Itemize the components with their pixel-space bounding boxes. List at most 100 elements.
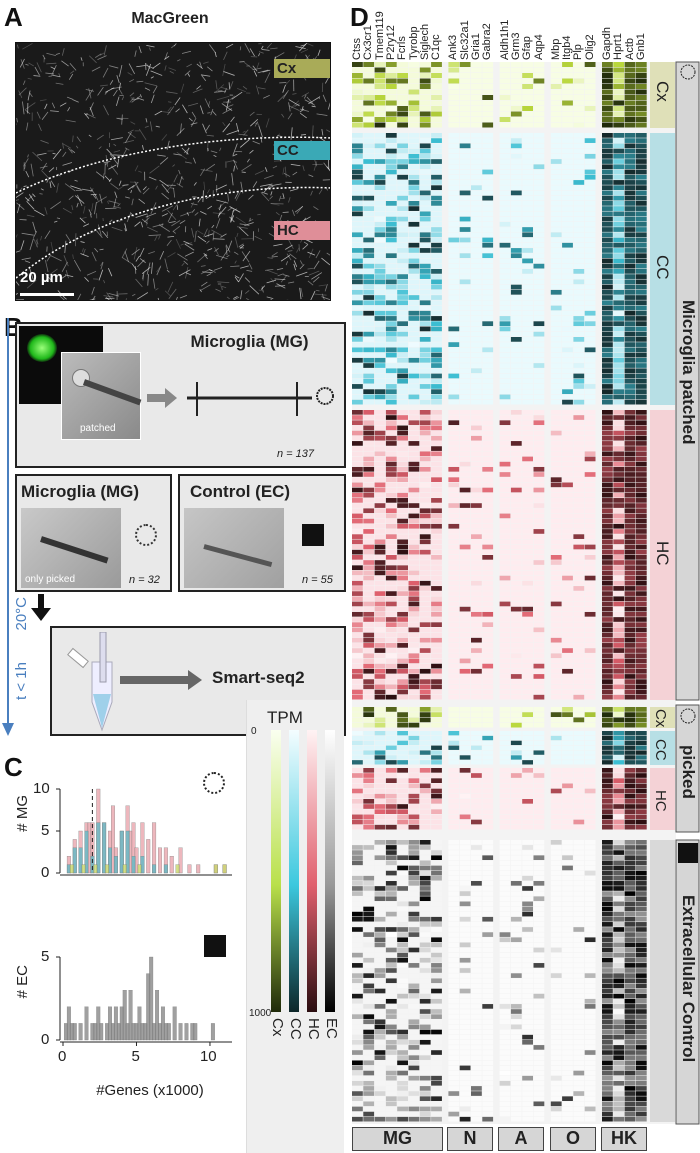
heatmap-cell [499, 1111, 511, 1117]
heatmap-cell [448, 466, 460, 472]
heatmap-cell [448, 472, 460, 477]
heatmap-cell [584, 148, 596, 154]
heatmap-cell [482, 1101, 494, 1107]
heatmap-cell [408, 153, 420, 159]
heatmap-cell [459, 363, 471, 368]
heatmap-cell [522, 1034, 533, 1040]
heatmap-cell [385, 1019, 397, 1025]
heatmap-cell [419, 216, 431, 222]
heatmap-cell [510, 865, 522, 871]
heatmap-cell [459, 973, 471, 978]
heatmap-cell [397, 663, 408, 669]
heatmap-cell [602, 963, 613, 968]
heatmap-cell [471, 195, 482, 201]
heatmap-cell [635, 768, 647, 773]
heatmap-cell [635, 735, 647, 741]
heatmap-cell [397, 555, 408, 560]
heatmap-cell [419, 482, 431, 488]
heatmap-cell [431, 518, 442, 524]
timeline-arrow [2, 318, 14, 736]
heatmap-cell [431, 1065, 442, 1071]
heatmap-cell [482, 331, 494, 337]
heatmap-cell [385, 870, 397, 876]
heatmap-cell [510, 368, 522, 374]
heatmap-cell [635, 1111, 647, 1117]
heatmap-cell [363, 253, 375, 259]
heatmap-cell [522, 326, 533, 332]
heatmap-cell [522, 689, 533, 695]
heatmap-cell [573, 399, 585, 405]
heatmap-cell [482, 84, 494, 89]
heatmap-cell [573, 159, 585, 164]
heatmap-cell [448, 549, 460, 555]
heatmap-cell [352, 305, 363, 311]
heatmap-cell [584, 596, 596, 602]
heatmap-cell [499, 957, 511, 963]
heatmap-cell [352, 159, 363, 164]
heatmap-cell [624, 169, 636, 175]
heatmap-cell [624, 482, 636, 488]
heatmap-cell [374, 331, 386, 337]
heatmap-cell [408, 1029, 420, 1035]
heatmap-cell [448, 1009, 460, 1014]
heatmap-cell [482, 814, 494, 820]
heatmap-cell [471, 606, 482, 612]
heatmap-cell [624, 927, 636, 932]
heatmap-cell [363, 793, 375, 799]
heatmap-cell [419, 1029, 431, 1035]
heatmap-cell [602, 860, 613, 866]
heatmap-cell [573, 133, 585, 138]
heatmap-cell [584, 1014, 596, 1019]
heatmap-cell [499, 947, 511, 953]
heatmap-cell [408, 446, 420, 451]
heatmap-cell [471, 1004, 482, 1009]
heatmap-cell [522, 78, 533, 84]
heatmap-cell [584, 855, 596, 861]
heatmap-cell [397, 755, 408, 760]
heatmap-cell [613, 384, 625, 389]
heatmap-cell [522, 755, 533, 760]
heatmap-cell [584, 89, 596, 95]
heatmap-cell [635, 865, 647, 871]
heatmap-cell [385, 534, 397, 539]
heatmap-cell [573, 891, 585, 896]
heatmap-cell [624, 456, 636, 462]
heatmap-cell [352, 947, 363, 953]
heatmap-cell [499, 441, 511, 446]
heatmap-cell [397, 295, 408, 300]
heatmap-cell [573, 735, 585, 741]
heatmap-cell [533, 211, 545, 217]
heatmap-cell [522, 783, 533, 789]
heatmap-cell [448, 1029, 460, 1035]
heatmap-cell [448, 326, 460, 332]
heatmap-cell [408, 1106, 420, 1112]
heatmap-cell [459, 100, 471, 106]
heatmap-cell [550, 1116, 562, 1122]
heatmap-cell [550, 824, 562, 830]
heatmap-cell [459, 67, 471, 73]
heatmap-cell [448, 357, 460, 363]
heatmap-cell [482, 799, 494, 804]
heatmap-cell [419, 435, 431, 441]
heatmap-cell [533, 425, 545, 431]
heatmap-cell [408, 138, 420, 143]
heatmap-cell [499, 663, 511, 669]
heatmap-cell [510, 441, 522, 446]
heatmap-cell [431, 300, 442, 306]
heatmap-cell [448, 957, 460, 963]
heatmap-cell [602, 1096, 613, 1101]
heatmap-cell [471, 717, 482, 723]
heatmap-cell [397, 253, 408, 259]
heatmap-cell [448, 560, 460, 565]
heatmap-cell [431, 580, 442, 586]
heatmap-cell [385, 352, 397, 358]
heatmap-cell [482, 185, 494, 191]
heatmap-cell [522, 906, 533, 912]
heatmap-cell [397, 95, 408, 100]
heatmap-cell [499, 378, 511, 384]
heatmap-cell [510, 300, 522, 306]
heatmap-cell [584, 668, 596, 674]
heatmap-cell [533, 180, 545, 185]
heatmap-cell [510, 435, 522, 441]
heatmap-cell [613, 117, 625, 122]
